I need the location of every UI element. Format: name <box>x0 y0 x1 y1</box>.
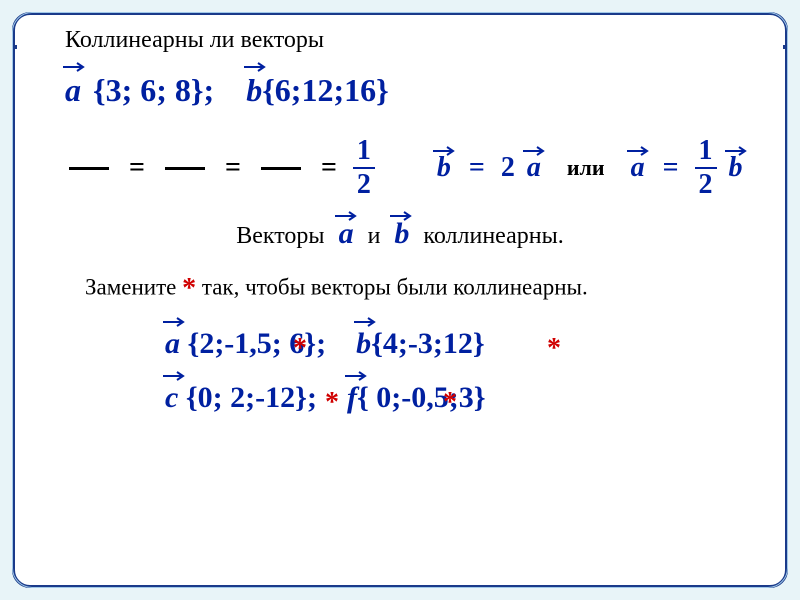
vector-b-name: b <box>246 72 262 109</box>
vector-arrow-icon <box>335 211 357 221</box>
vector-arrow-icon <box>63 62 85 72</box>
text-mid: и <box>368 223 381 249</box>
equals-sign: = <box>663 152 679 184</box>
coords: { 0;-0,5;3} <box>357 381 486 414</box>
text-post: так, чтобы векторы были коллинеарны. <box>202 274 588 299</box>
star-overlay: * <box>293 333 307 365</box>
equals-sign: = <box>225 152 241 184</box>
slide-frame: Коллинеарны ли векторы a {3; 6; 8}; b {6… <box>12 12 788 588</box>
vec-label: a <box>65 72 81 108</box>
coords: {0; 2;-12}; <box>186 381 317 414</box>
vec-name: b <box>356 327 371 361</box>
frac-den: 2 <box>695 171 717 199</box>
vector-a-coords: {3; 6; 8}; <box>93 72 214 108</box>
blank-dash <box>261 167 301 170</box>
vec-name: a <box>165 327 180 361</box>
vector-arrow-icon <box>345 371 367 381</box>
vec-label: a <box>165 327 180 360</box>
frac-num: 1 <box>353 137 375 165</box>
vector-arrow-icon <box>523 146 545 156</box>
vec-name: c <box>165 381 178 415</box>
or-text: или <box>567 155 605 181</box>
equals-sign: = <box>129 152 145 184</box>
example-row-1: a {2;-1,5; 6}; * b {4;-3;12} * <box>165 327 755 361</box>
vec-label: a <box>631 152 645 183</box>
text-pre: Замените <box>85 274 176 299</box>
collinear-statement: Векторы a и b коллинеарны. <box>45 217 755 251</box>
question-text: Коллинеарны ли векторы <box>65 27 755 54</box>
vec-b: b <box>392 217 411 251</box>
blank-dash <box>69 167 109 170</box>
vec-a: a <box>629 152 647 184</box>
example-row-2: c {0; 2;-12}; * f { 0;-0,5;3} * <box>165 381 755 415</box>
given-vectors: a {3; 6; 8}; b {6;12;16} <box>65 72 755 109</box>
vec-label: b <box>394 217 409 250</box>
frac-num: 1 <box>695 137 717 165</box>
blank-dash <box>165 167 205 170</box>
vector-arrow-icon <box>163 371 185 381</box>
replace-instruction: Замените * так, чтобы векторы были колли… <box>85 273 755 305</box>
vec-label: f <box>347 381 357 414</box>
vector-arrow-icon <box>433 146 455 156</box>
vec-name: f <box>347 381 357 415</box>
frac-den: 2 <box>353 171 375 199</box>
vec-a: a <box>337 217 356 251</box>
equals-sign: = <box>321 152 337 184</box>
vector-arrow-icon <box>627 146 649 156</box>
vector-b-coords: {6;12;16} <box>262 72 389 108</box>
vector-arrow-icon <box>390 211 412 221</box>
vector-arrow-icon <box>163 317 185 327</box>
star-overlay: * <box>325 387 339 419</box>
corner-dot <box>13 45 17 49</box>
vector-a-name: a <box>65 72 81 109</box>
corner-dot <box>783 45 787 49</box>
vec-label: b <box>356 327 371 360</box>
vec-label: a <box>527 152 541 183</box>
coords: {4;-3;12} <box>371 327 485 360</box>
text-post: коллинеарны. <box>423 223 563 249</box>
star-icon: * <box>182 273 196 304</box>
vec-b: b <box>727 152 745 184</box>
star-overlay: * <box>547 333 561 365</box>
vec-label: b <box>729 152 743 183</box>
vec-label: b <box>437 152 451 183</box>
vector-arrow-icon <box>354 317 376 327</box>
vec-label: b <box>246 72 262 108</box>
vector-arrow-icon <box>244 62 266 72</box>
equation-row: = = = 1 2 b = 2 a или a = 1 2 <box>65 137 755 199</box>
vec-a: a <box>525 152 543 184</box>
vec-label: a <box>339 217 354 250</box>
equals-sign: = <box>469 152 485 184</box>
star-overlay: * <box>443 387 457 419</box>
fraction-half: 1 2 <box>695 137 717 199</box>
text-pre: Векторы <box>236 223 324 249</box>
vec-label: c <box>165 381 178 414</box>
coef-2: 2 <box>501 152 515 184</box>
vec-b: b <box>435 152 453 184</box>
vector-arrow-icon <box>725 146 747 156</box>
fraction-half: 1 2 <box>353 137 375 199</box>
